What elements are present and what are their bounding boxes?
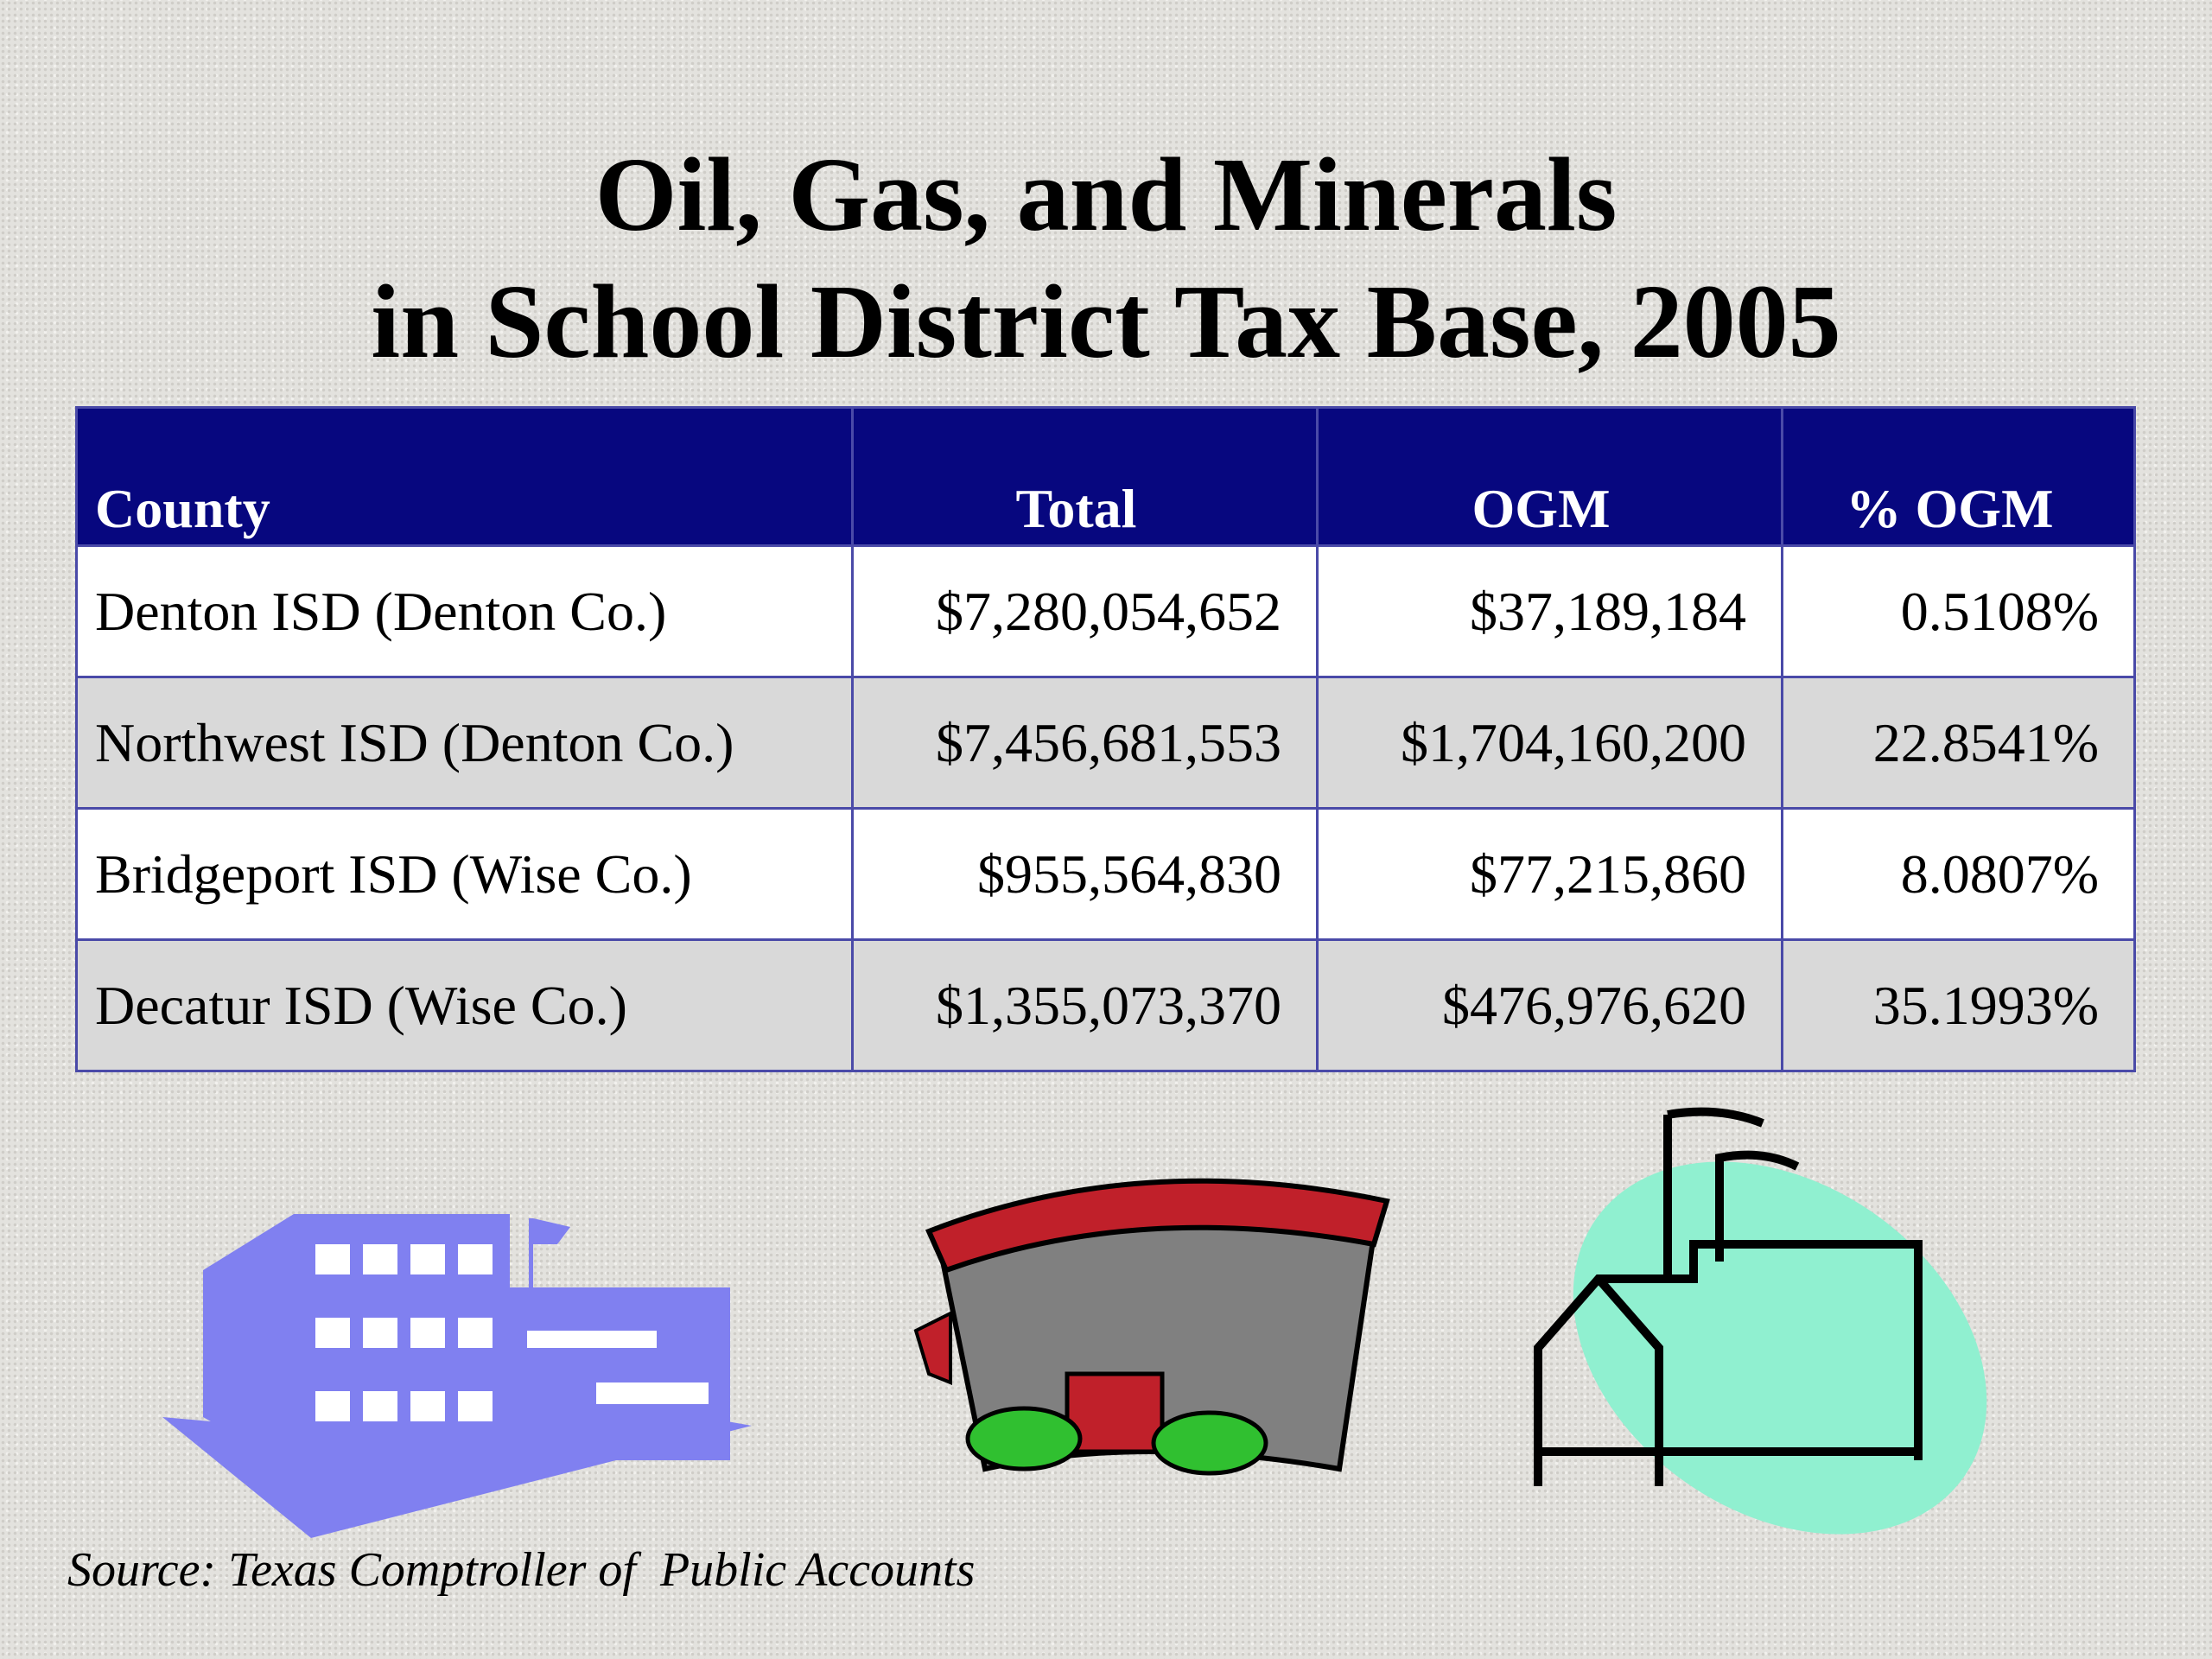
data-table: County Total OGM % OGM Denton ISD (Dento… <box>75 406 2136 1072</box>
table-cell: $7,456,681,553 <box>851 676 1319 810</box>
school-icon-red <box>913 1178 1390 1476</box>
school-icon-blue <box>162 1214 752 1538</box>
table-cell: $77,215,860 <box>1316 807 1783 941</box>
table-cell: $1,704,160,200 <box>1316 676 1783 810</box>
table-cell: $37,189,184 <box>1316 544 1783 678</box>
source-note: Source: Texas Comptroller of Public Acco… <box>67 1543 976 1597</box>
table-cell: 0.5108% <box>1781 544 2136 678</box>
table-cell: Bridgeport ISD (Wise Co.) <box>75 807 854 941</box>
header-cell: % OGM <box>1781 406 2136 547</box>
table-cell: Northwest ISD (Denton Co.) <box>75 676 854 810</box>
table-cell: $1,355,073,370 <box>851 938 1319 1072</box>
windows <box>315 1244 709 1421</box>
school-icon-green <box>1534 1107 1987 1535</box>
table-cell: 35.1993% <box>1781 938 2136 1072</box>
table-cell: $955,564,830 <box>851 807 1319 941</box>
table-cell: Denton ISD (Denton Co.) <box>75 544 854 678</box>
table-row: Bridgeport ISD (Wise Co.) $955,564,830 $77… <box>75 807 2136 941</box>
table-row: Denton ISD (Denton Co.) $7,280,054,652 $37… <box>75 544 2136 678</box>
table-cell: 8.0807% <box>1781 807 2136 941</box>
table-row: Decatur ISD (Wise Co.) $1,355,073,370 $476… <box>75 938 2136 1072</box>
table-cell: $476,976,620 <box>1316 938 1783 1072</box>
table-cell: $7,280,054,652 <box>851 544 1319 678</box>
title-line: in School District Tax Base, 2005 <box>371 264 1841 380</box>
header-cell: OGM <box>1316 406 1783 547</box>
table-body: Denton ISD (Denton Co.) $7,280,054,652 $37… <box>75 544 2136 1072</box>
table-cell: 22.8541% <box>1781 676 2136 810</box>
table-cell: Decatur ISD (Wise Co.) <box>75 938 854 1072</box>
header-cell: County <box>75 406 854 547</box>
table-row: Northwest ISD (Denton Co.) $7,456,681,553… <box>75 676 2136 810</box>
title-line: Oil, Gas, and Minerals <box>594 137 1618 253</box>
header-row: County Total OGM % OGM <box>75 406 2136 547</box>
header-cell: Total <box>851 406 1319 547</box>
